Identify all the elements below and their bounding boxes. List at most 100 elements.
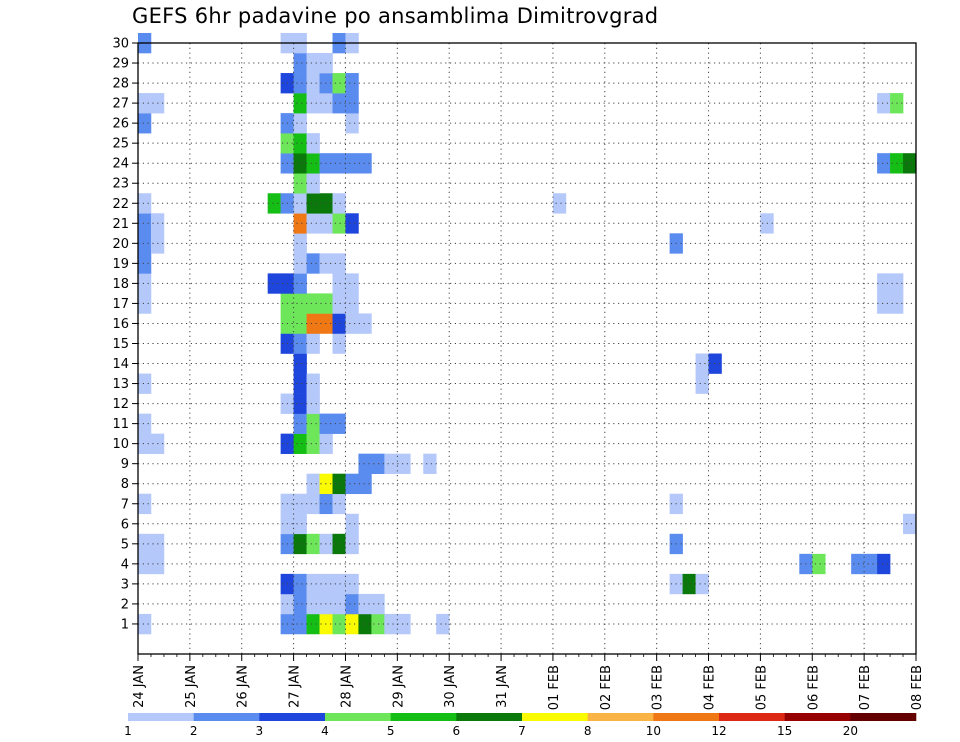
- heatmap-cell: [903, 153, 917, 174]
- heatmap-cell: [306, 173, 320, 194]
- heatmap-cell: [138, 273, 152, 294]
- colorbar-swatch: [719, 713, 785, 721]
- chart-title: GEFS 6hr padavine po ansamblima Dimitrov…: [132, 4, 659, 28]
- heatmap-cell: [306, 253, 320, 274]
- x-tick-label: 01 FEB: [547, 665, 562, 710]
- y-tick-label: 12: [112, 397, 129, 412]
- colorbar-swatch: [193, 713, 260, 721]
- heatmap-cell: [293, 253, 307, 274]
- x-tick-label: 26 JAN: [236, 665, 251, 708]
- x-tick-label: 02 FEB: [599, 665, 614, 710]
- colorbar-label: 4: [321, 724, 329, 738]
- heatmap-cell: [293, 293, 307, 314]
- heatmap-cell: [358, 313, 372, 334]
- y-tick-label: 24: [112, 157, 129, 172]
- heatmap-cell: [306, 613, 320, 635]
- heatmap-cell: [138, 553, 152, 575]
- y-tick-label: 20: [112, 237, 129, 252]
- x-tick-label: 08 FEB: [910, 665, 925, 710]
- heatmap-cell: [358, 473, 372, 495]
- heatmap-cell: [332, 593, 346, 615]
- heatmap-cell: [293, 433, 307, 454]
- heatmap-cell: [138, 493, 152, 515]
- heatmap-cell: [332, 613, 346, 635]
- heatmap-cell: [293, 493, 307, 515]
- heatmap-cell: [695, 353, 709, 374]
- y-tick-label: 27: [112, 97, 129, 112]
- heatmap-cell: [345, 213, 359, 234]
- heatmap-cell: [138, 113, 152, 134]
- y-tick-label: 16: [112, 317, 129, 332]
- colorbar-label: 15: [777, 724, 792, 738]
- colorbar-swatch: [390, 713, 457, 721]
- y-tick-label: 4: [121, 557, 129, 572]
- colorbar-label: 12: [711, 724, 726, 738]
- heatmap-cell: [293, 173, 307, 194]
- colorbar-swatch: [850, 713, 917, 721]
- y-tick-label: 6: [121, 517, 129, 532]
- x-tick-label: 27 JAN: [288, 665, 303, 708]
- y-tick-label: 17: [112, 297, 129, 312]
- heatmap-cell: [293, 73, 307, 94]
- y-tick-label: 2: [121, 597, 129, 612]
- heatmap-cell: [358, 613, 372, 635]
- heatmap-cell: [306, 433, 320, 454]
- heatmap-cell: [332, 533, 346, 555]
- heatmap-cell: [332, 413, 346, 434]
- heatmap-cell: [306, 373, 320, 394]
- heatmap-cell: [345, 93, 359, 114]
- y-tick-label: 29: [112, 57, 129, 72]
- colorbar-label: 2: [190, 724, 198, 738]
- colorbar-label: 8: [584, 724, 592, 738]
- y-tick-label: 28: [112, 77, 129, 92]
- heatmap-cell: [345, 593, 359, 615]
- colorbar-swatch: [128, 713, 194, 721]
- heatmap-cell: [293, 273, 307, 294]
- heatmap-cell: [812, 553, 826, 575]
- heatmap-cell: [306, 193, 320, 214]
- heatmap-cell: [682, 573, 696, 595]
- colorbar-label: 5: [387, 724, 395, 738]
- heatmap-cell: [552, 193, 567, 214]
- heatmap-cell: [436, 613, 450, 635]
- colorbar-swatch: [653, 713, 720, 721]
- heatmap-cell: [293, 53, 307, 74]
- x-tick-label: 24 JAN: [132, 665, 147, 708]
- grid-lines: [138, 42, 916, 654]
- heatmap-cell: [138, 213, 152, 234]
- y-tick-label: 19: [112, 257, 129, 272]
- heatmap-cell: [293, 353, 307, 374]
- x-tick-label: 30 JAN: [443, 665, 458, 708]
- y-tick-label: 18: [112, 277, 129, 292]
- heatmap-cell: [332, 333, 346, 354]
- heatmap-cell: [138, 433, 152, 454]
- heatmap-cell: [138, 233, 152, 254]
- heatmap-cell: [138, 193, 152, 214]
- heatmap-cell: [345, 573, 359, 595]
- heatmap-cell: [293, 593, 307, 615]
- heatmap-cell: [267, 193, 281, 214]
- heatmap-cell: [345, 73, 359, 94]
- x-tick-label: 03 FEB: [651, 665, 666, 710]
- heatmap-cell: [293, 393, 307, 414]
- x-tick-label: 07 FEB: [858, 665, 873, 710]
- heatmap-cell: [332, 293, 346, 314]
- heatmap-cell: [293, 213, 307, 234]
- colorbar-swatch: [784, 713, 851, 721]
- y-tick-label: 13: [112, 377, 129, 392]
- heatmap-cell: [293, 313, 307, 334]
- heatmap-cell: [306, 53, 320, 74]
- y-axis: 1234567891011121314151617181920212223242…: [112, 37, 138, 632]
- heatmap-cell: [306, 593, 320, 615]
- heatmap-cell: [358, 453, 372, 474]
- y-tick-label: 25: [112, 137, 129, 152]
- heatmap-cell: [332, 313, 346, 334]
- y-tick-label: 7: [121, 497, 129, 512]
- x-tick-label: 06 FEB: [806, 665, 821, 710]
- heatmap-cell: [138, 253, 152, 274]
- heatmap-cell: [877, 553, 891, 575]
- heatmap-cell: [903, 513, 917, 535]
- heatmap-cell: [306, 73, 320, 94]
- heatmap-cell: [138, 93, 152, 114]
- x-tick-label: 04 FEB: [703, 665, 718, 710]
